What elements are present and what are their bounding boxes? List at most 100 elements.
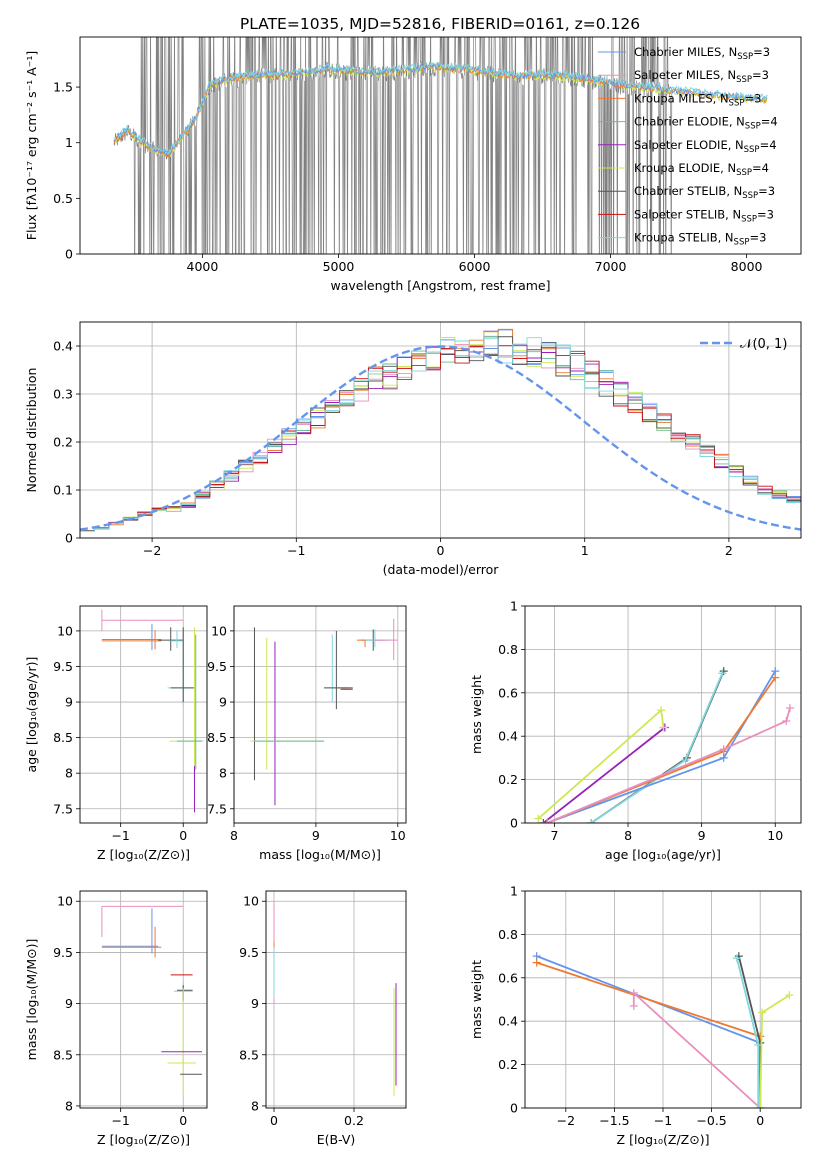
- y-tick-label: 0.4: [498, 729, 518, 744]
- y-tick-label: 0.5: [53, 191, 73, 206]
- legend-entry: Salpeter STELIB, NSSP=3: [634, 207, 774, 224]
- model-spectrum-kroupa_stelib: [113, 61, 768, 155]
- legend-entry: Chabrier MILES, NSSP=3: [634, 45, 770, 62]
- x-tick-label: 0: [270, 1113, 278, 1128]
- y-tick-label: 0: [65, 247, 73, 262]
- weight-line-chabrier_miles: [546, 670, 776, 823]
- y-tick-label: 9.5: [53, 945, 73, 960]
- y-tick-label: 10: [57, 623, 73, 638]
- y-tick-label: 0: [65, 531, 73, 546]
- normal-curve: [80, 345, 801, 531]
- plot-area: [273, 901, 397, 1096]
- y-tick-label: 0.1: [53, 483, 73, 498]
- x-axis-label: mass [log₁₀(M/M⊙)]: [259, 847, 381, 862]
- x-tick-label: 0: [437, 543, 445, 558]
- x-tick-label: 10: [767, 828, 783, 843]
- panel-age_vs_Z: −1 0 7.5 8 8.5 9 9.5 10 Z [log₁₀(Z/Z⊙)] age [log₁…: [24, 605, 208, 862]
- x-tick-label: 0: [756, 1113, 764, 1128]
- x-tick-label: 0: [179, 1113, 187, 1128]
- y-tick-label: 8.5: [239, 1047, 259, 1062]
- weight-marker: [629, 1002, 638, 1011]
- x-tick-label: −1: [111, 1113, 129, 1128]
- weight-marker: [756, 1104, 765, 1108]
- axes-frame: [233, 605, 407, 824]
- weight-marker: [657, 706, 666, 715]
- x-tick-label: 9: [698, 828, 706, 843]
- y-tick-label: 9: [219, 695, 227, 710]
- y-tick-label: 9.5: [239, 945, 259, 960]
- y-axis-label: mass weight: [469, 675, 484, 754]
- y-tick-label: 0.2: [53, 435, 73, 450]
- legend-entry: Chabrier STELIB, NSSP=3: [634, 184, 775, 201]
- y-tick-label: 9: [65, 996, 73, 1011]
- weight-marker: [732, 954, 741, 963]
- y-tick-label: 9.5: [53, 659, 73, 674]
- y-tick-label: 0.6: [498, 685, 518, 700]
- x-axis-label: Z [log₁₀(Z/Z⊙)]: [97, 1132, 190, 1147]
- panel-weight_vs_age: 7 8 9 10 0 0.2 0.4 0.6 0.8 1 age [log₁₀(age/yr)] ma…: [469, 599, 802, 862]
- x-tick-label: 2: [725, 543, 733, 558]
- y-axis-label: mass [log₁₀(M/M⊙)]: [24, 939, 39, 1061]
- x-tick-label: 8000: [731, 259, 763, 274]
- y-tick-label: 0.2: [498, 772, 518, 787]
- x-tick-label: −1: [287, 543, 305, 558]
- y-tick-label: 1: [65, 135, 73, 150]
- y-tick-label: 0.2: [498, 1057, 518, 1072]
- axes-frame: [79, 321, 802, 539]
- x-tick-label: 8: [624, 828, 632, 843]
- x-axis-label: Z [log₁₀(Z/Z⊙)]: [617, 1132, 710, 1147]
- plot-area: [250, 618, 398, 806]
- gridlines: [266, 891, 406, 1108]
- x-tick-label: 0.2: [344, 1113, 364, 1128]
- legend-entry: Salpeter MILES, NSSP=3: [634, 68, 769, 85]
- y-axis-label: Flux [fλ10⁻¹⁷ erg cm⁻² s⁻¹ A⁻¹]: [24, 51, 39, 240]
- weight-line-salpeter_miles: [632, 990, 761, 1108]
- weight-marker: [539, 819, 548, 823]
- plot-area: [101, 905, 202, 1096]
- x-tick-label: −1: [654, 1113, 672, 1128]
- legend-entry: Kroupa ELODIE, NSSP=4: [634, 161, 769, 178]
- y-tick-label: 10: [243, 894, 259, 909]
- y-axis-label: Normed distribution: [24, 368, 39, 493]
- y-tick-label: 1: [510, 599, 518, 614]
- x-tick-label: 6000: [459, 259, 491, 274]
- y-tick-label: 0.4: [53, 339, 73, 354]
- y-tick-label: 0.4: [498, 1014, 518, 1029]
- axes-frame: [524, 605, 802, 824]
- y-tick-label: 8: [65, 766, 73, 781]
- x-axis-label: wavelength [Angstrom, rest frame]: [330, 278, 550, 293]
- x-tick-label: −1.5: [599, 1113, 629, 1128]
- y-tick-label: 8: [219, 766, 227, 781]
- plot-area: [534, 667, 794, 823]
- panel-mass_vs_ebv: 0 0.2 8 8.5 9 9.5 10 E(B-V): [239, 890, 407, 1147]
- weight-marker: [758, 1008, 767, 1017]
- weight-marker: [532, 958, 541, 967]
- y-tick-label: 8.5: [53, 1047, 73, 1062]
- weight-marker: [718, 669, 727, 678]
- x-tick-label: 7000: [595, 259, 627, 274]
- x-tick-label: 1: [581, 543, 589, 558]
- weight-marker: [681, 756, 690, 765]
- weight-marker: [771, 673, 780, 682]
- weight-line-kroupa_miles: [536, 961, 761, 1038]
- x-tick-label: 8: [230, 828, 238, 843]
- y-tick-label: 0: [510, 816, 518, 831]
- y-tick-label: 9: [65, 695, 73, 710]
- gridlines: [80, 606, 207, 823]
- x-tick-label: −2: [557, 1113, 575, 1128]
- gridlines: [525, 605, 801, 824]
- weight-marker: [629, 988, 638, 997]
- panel-mass_vs_Z: −1 0 8 8.5 9 9.5 10 Z [log₁₀(Z/Z⊙)] mass [log₁₀(…: [24, 890, 208, 1147]
- y-axis-label: age [log₁₀(age/yr)]: [24, 657, 39, 773]
- y-tick-label: 10: [57, 894, 73, 909]
- x-tick-label: −2: [143, 543, 161, 558]
- gridlines: [233, 606, 406, 823]
- y-tick-label: 9: [251, 996, 259, 1011]
- panel-weight_vs_Z: −2 −1.5 −1 −0.5 0 0 0.2 0.4 0.6 0.8 1 Z [log₁₀(Z/Z⊙…: [469, 884, 802, 1147]
- weight-line-salpeter_miles: [546, 707, 791, 823]
- y-tick-label: 10: [211, 623, 227, 638]
- y-tick-label: 8: [65, 1098, 73, 1113]
- x-tick-label: 4000: [187, 259, 219, 274]
